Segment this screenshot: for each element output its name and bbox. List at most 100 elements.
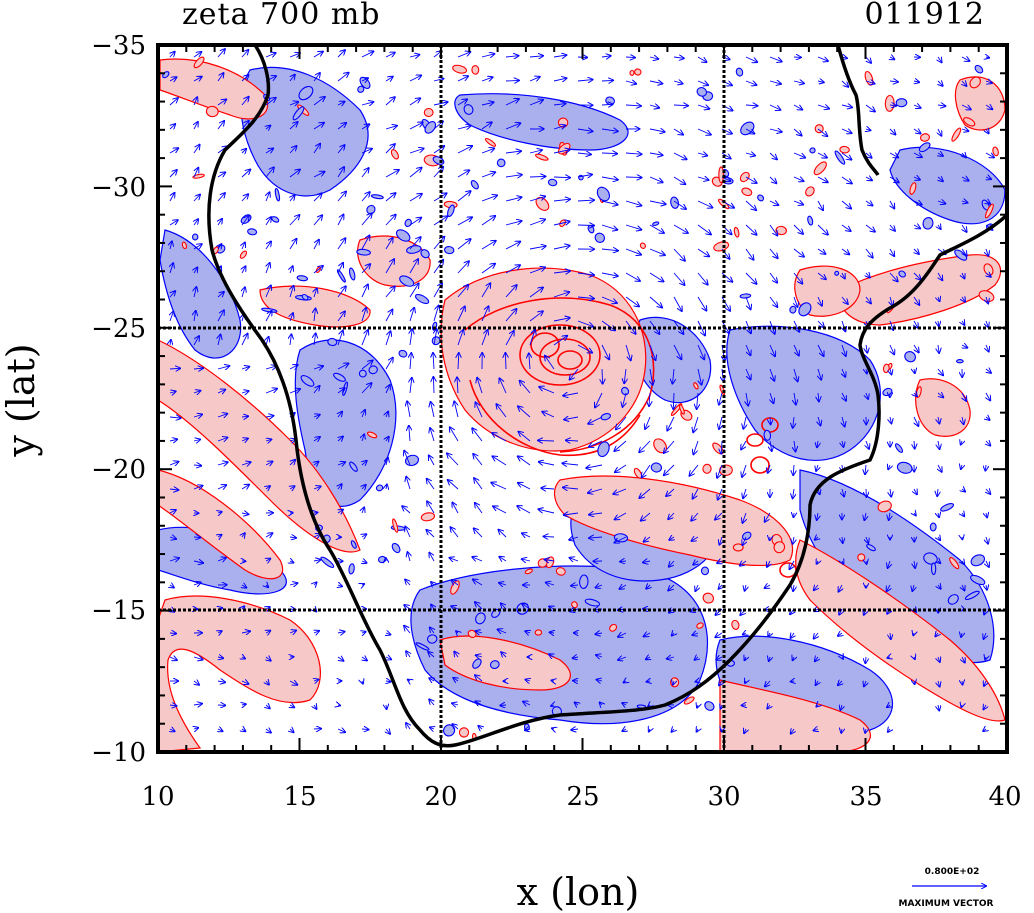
wind-vector	[745, 200, 756, 210]
wind-vector	[266, 126, 270, 129]
wind-vector	[386, 385, 390, 394]
wind-vector	[914, 440, 915, 449]
wind-vector	[313, 437, 320, 441]
wind-vector	[914, 489, 917, 494]
positive-speckle	[731, 619, 740, 630]
wind-vector	[266, 559, 270, 561]
wind-vector	[313, 144, 320, 154]
wind-vector	[625, 177, 642, 178]
wind-vector	[409, 284, 419, 298]
wind-vector	[743, 488, 746, 498]
wind-vector	[985, 153, 994, 158]
wind-vector	[505, 353, 506, 370]
wind-vector	[337, 331, 343, 346]
positive-speckle	[571, 601, 578, 609]
wind-vector	[456, 631, 458, 633]
wind-vector	[913, 272, 921, 280]
wind-vector	[265, 167, 274, 178]
wind-vector	[721, 296, 730, 311]
wind-vector	[529, 150, 542, 153]
wind-vector	[361, 264, 370, 274]
wind-vector	[673, 128, 683, 135]
wind-vector	[938, 57, 942, 62]
positive-speckle	[524, 568, 533, 575]
wind-vector	[241, 97, 249, 106]
wind-vector	[499, 530, 507, 538]
wind-vector	[693, 488, 699, 499]
positive-speckle	[884, 94, 895, 112]
wind-vector	[194, 287, 196, 298]
wind-vector	[985, 657, 986, 659]
wind-vector	[404, 626, 411, 634]
wind-vector	[553, 222, 570, 226]
wind-vector	[962, 681, 963, 685]
wind-vector	[453, 678, 458, 681]
wind-vector	[475, 602, 483, 610]
positive-speckle	[963, 117, 976, 127]
wind-vector	[644, 633, 651, 636]
wind-vector	[645, 416, 651, 429]
wind-vector	[289, 389, 300, 393]
wind-vector	[402, 506, 411, 514]
wind-vector	[866, 561, 867, 564]
wind-vector	[935, 633, 938, 636]
wind-vector	[890, 296, 893, 306]
wind-vector	[718, 488, 723, 500]
wind-vector	[386, 705, 387, 709]
wind-vector	[839, 609, 842, 615]
wind-vector	[962, 201, 967, 203]
wind-vector	[938, 177, 943, 181]
wind-vector	[361, 192, 370, 202]
wind-vector	[913, 105, 921, 108]
wind-vector	[169, 537, 176, 539]
wind-vector	[745, 129, 754, 134]
wind-vector	[719, 681, 722, 685]
wind-vector	[217, 681, 225, 682]
vector-key-value: 0.800E+02	[925, 867, 980, 877]
wind-vector	[265, 366, 276, 369]
wind-vector	[337, 123, 346, 130]
x-tick-label: 10	[141, 782, 174, 812]
wind-vector	[866, 440, 869, 449]
wind-vector	[601, 56, 611, 57]
wind-vector	[673, 224, 688, 233]
wind-vector	[337, 167, 344, 178]
wind-vector	[290, 460, 295, 465]
wind-vector	[817, 512, 818, 520]
wind-vector	[241, 194, 248, 202]
wind-vector	[770, 392, 774, 403]
wind-vector	[961, 633, 962, 637]
wind-vector	[314, 462, 318, 465]
wind-vector	[838, 633, 842, 636]
wind-vector	[577, 225, 594, 226]
plot-area	[158, 45, 1007, 752]
wind-vector	[476, 631, 483, 633]
wind-vector	[337, 192, 346, 202]
wind-vector	[693, 561, 698, 565]
wind-vector	[986, 536, 988, 544]
positive-speckle	[813, 161, 827, 176]
wind-vector	[912, 584, 914, 591]
wind-vector	[697, 105, 709, 109]
wind-vector	[361, 383, 372, 394]
wind-vector	[433, 237, 444, 250]
wind-vector	[588, 416, 603, 424]
wind-vector	[361, 213, 372, 226]
wind-vector	[529, 330, 535, 346]
wind-vector	[493, 506, 507, 514]
positive-speckle	[679, 404, 685, 415]
wind-vector	[890, 248, 894, 256]
wind-vector	[866, 296, 871, 303]
wind-vector	[596, 585, 603, 588]
wind-vector	[217, 292, 224, 297]
wind-vector	[649, 392, 650, 406]
y-tick-labels: −35 −30 −25 −20 −15 −10	[91, 31, 146, 768]
wind-vector	[889, 128, 895, 135]
wind-vector	[743, 416, 746, 429]
wind-vector	[690, 464, 699, 476]
wind-vector	[242, 533, 245, 537]
wind-vector	[217, 73, 224, 82]
wind-vector	[866, 369, 867, 373]
wind-vector	[817, 152, 827, 158]
wind-vector	[913, 225, 920, 228]
